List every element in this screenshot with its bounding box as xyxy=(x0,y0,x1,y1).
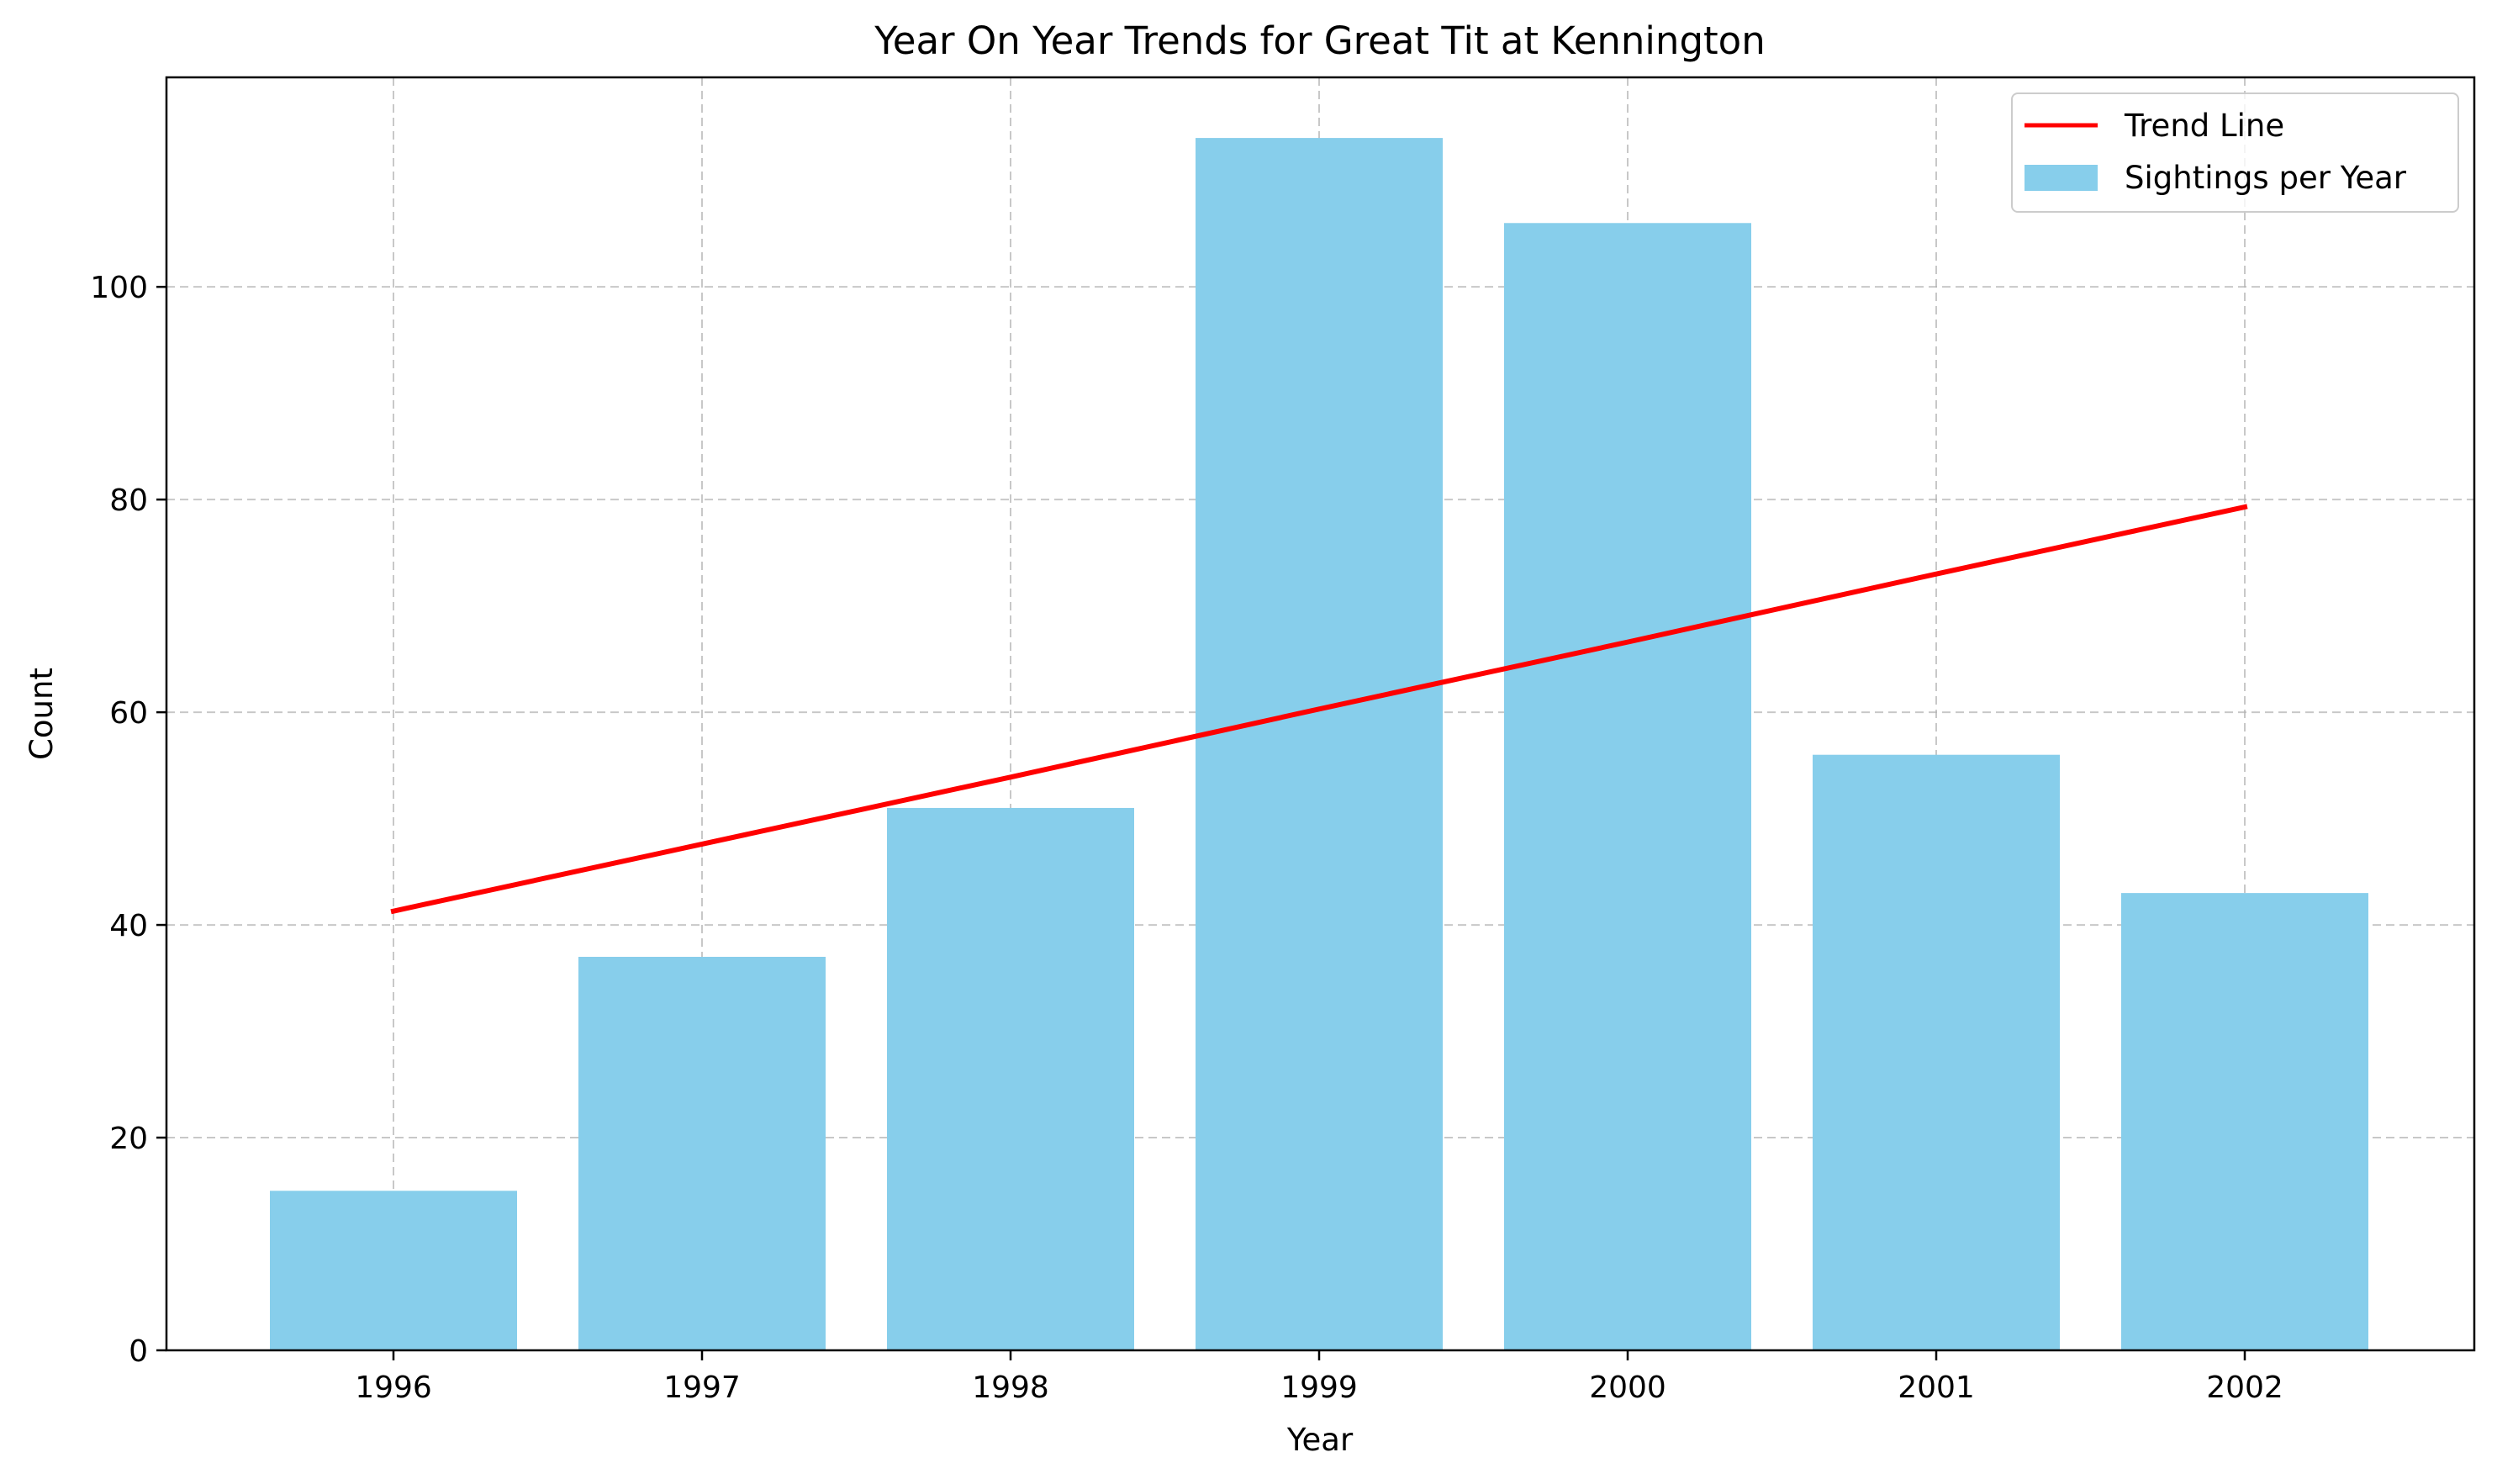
y-tick-label: 60 xyxy=(109,696,148,731)
bar-2001 xyxy=(1813,754,2060,1350)
bars xyxy=(270,138,2368,1351)
bar-1996 xyxy=(270,1191,517,1350)
y-tick-label: 80 xyxy=(109,483,148,518)
plot-frame xyxy=(165,76,2476,1352)
y-axis-label: Count xyxy=(24,668,60,760)
y-tick-label: 20 xyxy=(109,1122,148,1156)
bar-1998 xyxy=(887,807,1134,1350)
x-tick-label: 2002 xyxy=(2206,1370,2283,1405)
legend-swatch-sightings xyxy=(2025,165,2098,191)
y-tick-label: 100 xyxy=(90,271,148,305)
trend-line-group xyxy=(390,504,2248,915)
x-tick-label: 2000 xyxy=(1589,1370,1666,1405)
x-tick-label: 1997 xyxy=(663,1370,741,1405)
bar-1999 xyxy=(1196,138,1443,1351)
x-axis-label: Year xyxy=(1286,1422,1354,1458)
y-axis: 0 20 40 60 80 100 xyxy=(90,271,166,1369)
bar-2000 xyxy=(1504,223,1751,1351)
trend-line xyxy=(390,504,2248,915)
x-tick-label: 2001 xyxy=(1898,1370,1975,1405)
y-tick-label: 0 xyxy=(129,1334,148,1369)
legend-label-sightings: Sightings per Year xyxy=(2125,160,2407,196)
x-axis: 1996 1997 1998 1999 2000 2001 2002 xyxy=(355,1350,2283,1405)
chart-title: Year On Year Trends for Great Tit at Ken… xyxy=(874,18,1765,63)
y-tick-label: 40 xyxy=(109,909,148,943)
legend-label-trend-line: Trend Line xyxy=(2124,108,2284,144)
bar-1997 xyxy=(578,957,826,1350)
x-tick-label: 1999 xyxy=(1280,1370,1358,1405)
x-tick-label: 1998 xyxy=(972,1370,1049,1405)
x-tick-label: 1996 xyxy=(355,1370,432,1405)
legend: Trend Line Sightings per Year xyxy=(2011,92,2459,213)
bar-2002 xyxy=(2121,893,2368,1350)
legend-box xyxy=(2011,92,2459,213)
